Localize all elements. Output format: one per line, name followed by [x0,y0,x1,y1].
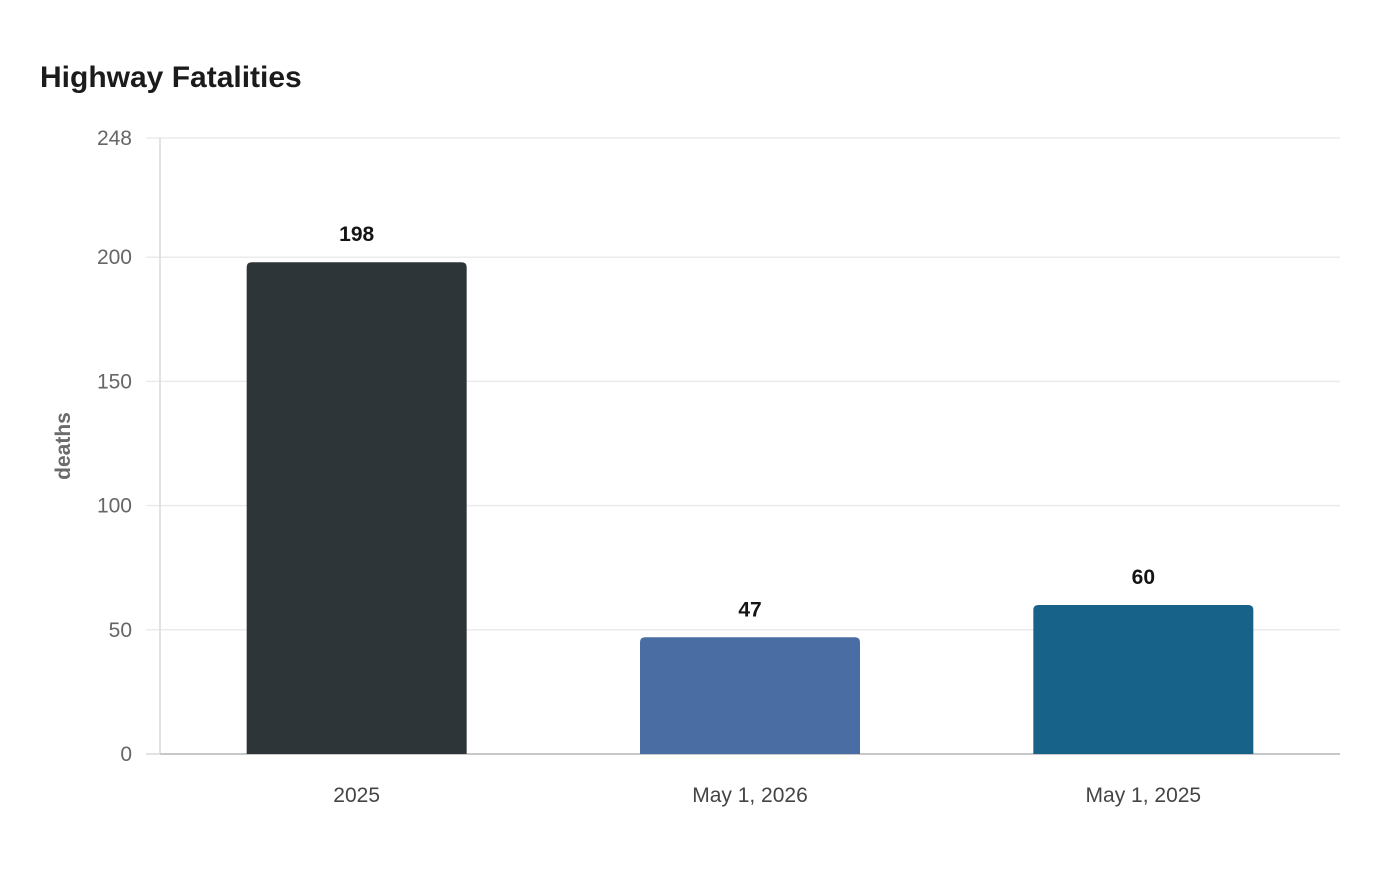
bar-1 [246,262,467,754]
y-tick-label: 248 [97,127,132,150]
value-labels: 198 47 60 [339,223,1155,621]
chart-title: Highway Fatalities [40,61,302,94]
x-tick-label: 2025 [333,784,380,807]
x-ticks: 2025 May 1, 2026 May 1, 2025 [333,784,1201,807]
y-tick-label: 150 [97,370,132,393]
y-ticks: 0 50 100 150 200 248 [97,127,132,766]
bars [246,262,1254,754]
bar-value-label: 198 [339,223,374,246]
bar-2 [640,637,860,754]
y-tick-label: 200 [97,246,132,269]
y-tick-label: 100 [97,495,132,518]
bar-value-label: 60 [1132,566,1155,589]
y-axis-label: deaths [52,412,75,480]
x-tick-label: May 1, 2025 [1086,784,1202,807]
bar-3 [1033,604,1254,754]
y-tick-label: 0 [120,743,132,766]
y-tick-label: 50 [109,619,132,642]
bar-value-label: 47 [738,598,761,621]
x-tick-label: May 1, 2026 [692,784,808,807]
